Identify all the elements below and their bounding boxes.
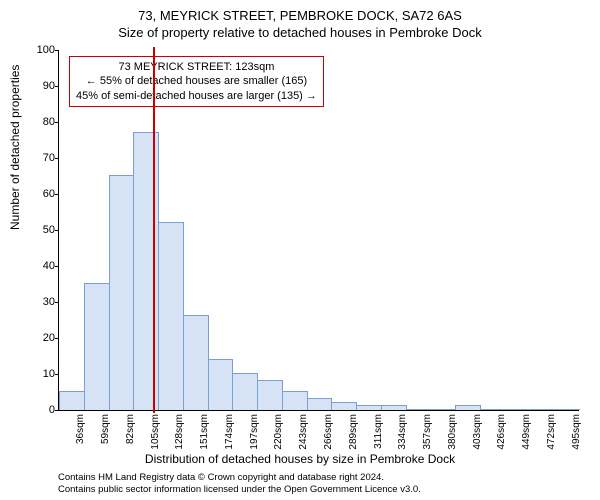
x-tick-label: 495sqm bbox=[571, 414, 582, 450]
bar bbox=[59, 391, 85, 410]
x-tick-label: 82sqm bbox=[125, 414, 136, 444]
annotation-line2: ← 55% of detached houses are smaller (16… bbox=[76, 74, 317, 88]
y-tick-mark bbox=[55, 158, 59, 159]
x-tick-label: 311sqm bbox=[373, 414, 384, 449]
bar bbox=[505, 409, 531, 410]
y-tick-mark bbox=[55, 86, 59, 87]
bar bbox=[208, 359, 234, 410]
x-tick-label: 197sqm bbox=[249, 414, 260, 450]
x-tick-label: 174sqm bbox=[224, 414, 235, 450]
x-tick-label: 220sqm bbox=[273, 414, 284, 450]
bar bbox=[133, 132, 159, 410]
y-tick-label: 0 bbox=[29, 404, 55, 416]
x-tick-label: 426sqm bbox=[496, 414, 507, 450]
y-tick-label: 70 bbox=[29, 152, 55, 164]
x-tick-label: 59sqm bbox=[100, 414, 111, 444]
y-tick-label: 20 bbox=[29, 332, 55, 344]
y-tick-mark bbox=[55, 338, 59, 339]
bar bbox=[430, 409, 456, 410]
x-tick-label: 472sqm bbox=[546, 414, 557, 450]
bar bbox=[381, 405, 407, 410]
y-tick-label: 60 bbox=[29, 188, 55, 200]
chart-container: 73, MEYRICK STREET, PEMBROKE DOCK, SA72 … bbox=[0, 0, 600, 500]
bar bbox=[232, 373, 258, 410]
chart-title-address: 73, MEYRICK STREET, PEMBROKE DOCK, SA72 … bbox=[0, 0, 600, 23]
y-tick-label: 50 bbox=[29, 224, 55, 236]
y-tick-mark bbox=[55, 410, 59, 411]
chart-title-subtitle: Size of property relative to detached ho… bbox=[0, 23, 600, 40]
bar bbox=[455, 405, 481, 410]
x-tick-label: 289sqm bbox=[348, 414, 359, 450]
x-axis-label: Distribution of detached houses by size … bbox=[0, 452, 600, 466]
y-axis-label: Number of detached properties bbox=[8, 65, 22, 230]
bar bbox=[554, 409, 580, 410]
bar bbox=[406, 409, 432, 410]
y-tick-mark bbox=[55, 266, 59, 267]
y-tick-label: 90 bbox=[29, 80, 55, 92]
y-tick-mark bbox=[55, 230, 59, 231]
footer-line1: Contains HM Land Registry data © Crown c… bbox=[58, 472, 421, 484]
y-tick-mark bbox=[55, 194, 59, 195]
bar bbox=[282, 391, 308, 410]
y-tick-label: 40 bbox=[29, 260, 55, 272]
bar bbox=[331, 402, 357, 410]
plot-area: 73 MEYRICK STREET: 123sqm ← 55% of detac… bbox=[58, 50, 579, 411]
y-tick-label: 80 bbox=[29, 116, 55, 128]
bar bbox=[183, 315, 209, 410]
x-tick-label: 449sqm bbox=[521, 414, 532, 450]
x-tick-label: 128sqm bbox=[174, 414, 185, 450]
annotation-line3: 45% of semi-detached houses are larger (… bbox=[76, 89, 317, 103]
bar bbox=[257, 380, 283, 410]
y-tick-label: 10 bbox=[29, 368, 55, 380]
y-tick-mark bbox=[55, 374, 59, 375]
bar bbox=[356, 405, 382, 410]
bar bbox=[84, 283, 110, 410]
x-tick-label: 334sqm bbox=[397, 414, 408, 450]
y-tick-mark bbox=[55, 302, 59, 303]
x-tick-label: 105sqm bbox=[150, 414, 161, 450]
bar bbox=[307, 398, 333, 410]
bar bbox=[529, 409, 555, 410]
y-tick-mark bbox=[55, 122, 59, 123]
footer-line2: Contains public sector information licen… bbox=[58, 484, 421, 496]
footer-attribution: Contains HM Land Registry data © Crown c… bbox=[58, 472, 421, 496]
x-tick-label: 151sqm bbox=[199, 414, 210, 450]
y-tick-mark bbox=[55, 50, 59, 51]
x-tick-label: 243sqm bbox=[298, 414, 309, 450]
x-tick-label: 380sqm bbox=[447, 414, 458, 450]
x-tick-label: 403sqm bbox=[472, 414, 483, 450]
y-tick-label: 100 bbox=[29, 44, 55, 56]
bar bbox=[480, 409, 506, 410]
x-tick-label: 36sqm bbox=[75, 414, 86, 444]
x-tick-label: 266sqm bbox=[323, 414, 334, 450]
bar bbox=[109, 175, 135, 410]
marker-line bbox=[153, 47, 155, 413]
annotation-box: 73 MEYRICK STREET: 123sqm ← 55% of detac… bbox=[69, 56, 324, 107]
bar bbox=[158, 222, 184, 410]
y-tick-label: 30 bbox=[29, 296, 55, 308]
annotation-line1: 73 MEYRICK STREET: 123sqm bbox=[76, 60, 317, 74]
x-tick-label: 357sqm bbox=[422, 414, 433, 450]
